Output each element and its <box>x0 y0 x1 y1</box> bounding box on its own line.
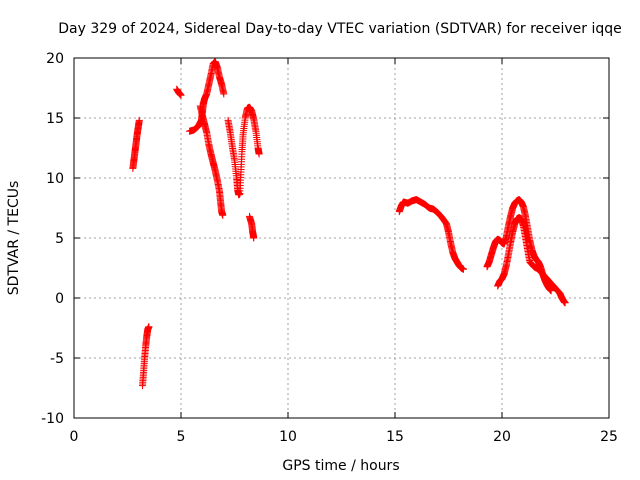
series-arc2 <box>138 323 153 390</box>
data-point <box>561 299 569 307</box>
data-point <box>135 116 143 124</box>
y-tick-label: 10 <box>46 171 64 187</box>
data-point <box>220 90 228 98</box>
series-arc9 <box>483 196 555 295</box>
data-point <box>250 234 258 242</box>
x-tick-label: 20 <box>493 429 511 445</box>
y-tick-label: 0 <box>55 291 64 307</box>
y-tick-label: -5 <box>50 351 64 367</box>
x-tick-label: 10 <box>279 429 297 445</box>
x-tick-label: 0 <box>70 429 79 445</box>
data-point <box>255 150 263 158</box>
y-tick-label: 15 <box>46 111 64 127</box>
data-point <box>219 211 227 219</box>
series-arc3 <box>173 85 185 99</box>
series-arc8 <box>395 196 467 273</box>
series-arc10 <box>494 214 569 307</box>
y-axis-label: SDTVAR / TECUs <box>6 181 22 296</box>
chart-title: Day 329 of 2024, Sidereal Day-to-day VTE… <box>58 21 622 37</box>
data-point <box>145 323 153 331</box>
y-tick-label: 5 <box>55 231 64 247</box>
data-point <box>442 219 450 227</box>
y-tick-label: -10 <box>41 411 64 427</box>
grid <box>74 58 609 418</box>
series-arc1 <box>129 116 143 172</box>
data-point <box>177 91 185 99</box>
data-point <box>459 265 467 273</box>
data-points <box>129 58 569 390</box>
data-point <box>547 287 555 295</box>
plot-frame <box>73 57 610 419</box>
x-tick-label: 15 <box>386 429 404 445</box>
series-arc7 <box>245 212 258 242</box>
x-tick-label: 5 <box>177 429 186 445</box>
y-tick-label: 20 <box>46 51 64 67</box>
series-arc6 <box>224 103 263 199</box>
x-tick-label: 25 <box>600 429 618 445</box>
series-arc5 <box>196 102 227 219</box>
x-axis-label: GPS time / hours <box>282 458 399 474</box>
